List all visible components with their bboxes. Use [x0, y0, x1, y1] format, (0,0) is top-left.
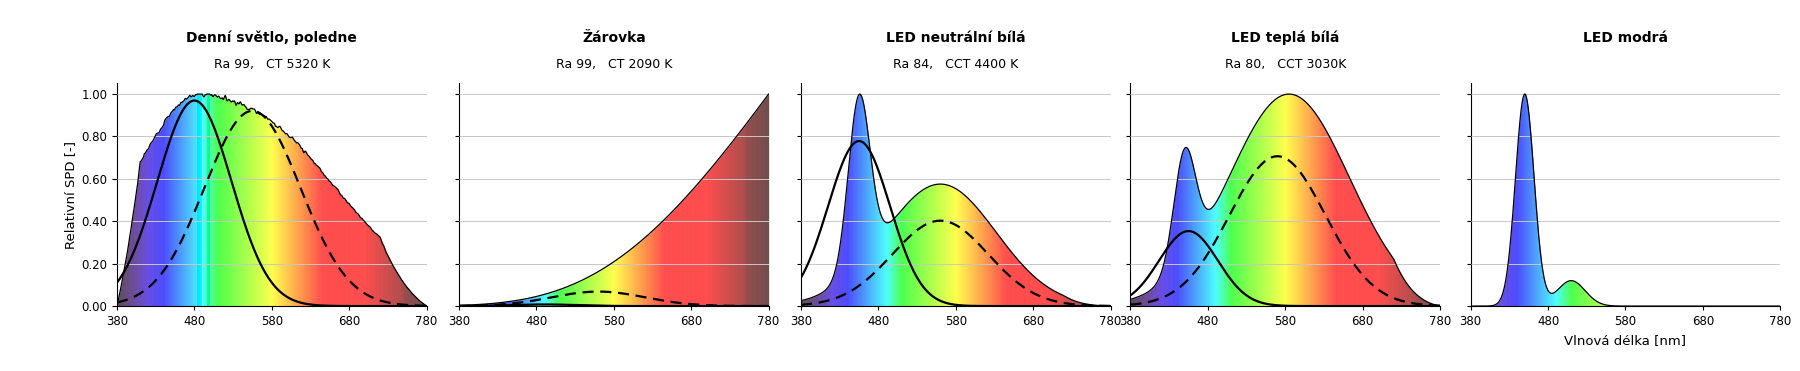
Text: Ra 99,   CT 2090 K: Ra 99, CT 2090 K — [556, 58, 671, 71]
Text: LED modrá: LED modrá — [1582, 30, 1669, 45]
Text: LED teplá bílá: LED teplá bílá — [1231, 30, 1339, 45]
X-axis label: Vlnová délka [nm]: Vlnová délka [nm] — [1564, 334, 1687, 347]
Text: Žárovka: Žárovka — [581, 30, 646, 45]
Y-axis label: Relativní SPD [-]: Relativní SPD [-] — [65, 141, 77, 249]
Text: Ra 99,   CT 5320 K: Ra 99, CT 5320 K — [214, 58, 329, 71]
Text: Ra 84,   CCT 4400 K: Ra 84, CCT 4400 K — [893, 58, 1019, 71]
Text: Denní světlo, poledne: Denní světlo, poledne — [187, 30, 356, 45]
Text: LED neutrální bílá: LED neutrální bílá — [886, 30, 1026, 45]
Text: Ra 80,   CCT 3030K: Ra 80, CCT 3030K — [1224, 58, 1346, 71]
